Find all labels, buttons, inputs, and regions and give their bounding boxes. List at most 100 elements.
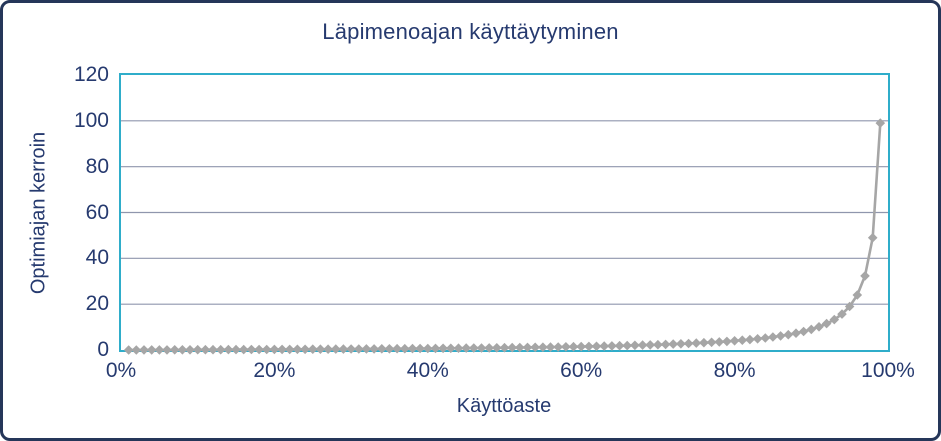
- data-point-marker: [637, 340, 648, 350]
- data-point-marker: [607, 341, 617, 351]
- data-point-marker: [630, 340, 640, 351]
- data-point-marker: [783, 329, 794, 340]
- data-point-marker: [123, 345, 134, 355]
- data-point-marker: [415, 343, 425, 354]
- x-axis-title: Käyttöaste: [456, 395, 552, 417]
- data-point-marker: [323, 344, 333, 354]
- data-point-marker: [699, 337, 709, 348]
- x-tick-label: 40%: [406, 359, 449, 382]
- y-tick-label: 40: [85, 246, 109, 270]
- data-point-marker: [676, 339, 686, 349]
- data-point-marker: [668, 339, 678, 349]
- data-point-marker: [461, 343, 471, 353]
- data-point-marker: [760, 333, 771, 343]
- data-point-marker: [384, 344, 395, 354]
- data-point-marker: [392, 343, 402, 354]
- data-point-marker: [829, 314, 840, 325]
- data-point-marker: [660, 339, 671, 350]
- data-point-marker: [852, 290, 863, 300]
- chart-title: Läpimenoajan käyttäytyminen: [322, 19, 619, 44]
- x-tick-label: 20%: [253, 359, 296, 382]
- data-point-marker: [284, 344, 295, 355]
- data-point-marker: [377, 344, 387, 354]
- data-point-marker: [338, 344, 349, 354]
- data-point-marker: [476, 343, 487, 353]
- y-tick-label: 80: [85, 154, 109, 178]
- data-point-marker: [246, 344, 257, 355]
- data-point-marker: [292, 344, 303, 355]
- data-point-marker: [530, 342, 540, 353]
- data-point-marker: [484, 343, 494, 353]
- data-point-marker: [300, 344, 310, 355]
- x-tick-label: 0%: [105, 359, 137, 382]
- data-point-marker: [423, 343, 433, 354]
- x-tick-label: 80%: [713, 359, 756, 382]
- data-point-marker: [208, 344, 218, 355]
- data-point-marker: [691, 338, 701, 348]
- data-point-marker: [331, 344, 341, 354]
- data-point-marker: [576, 341, 586, 352]
- data-point-marker: [561, 342, 571, 352]
- data-point-marker: [200, 344, 211, 355]
- data-point-marker: [400, 343, 410, 354]
- data-point-marker: [515, 342, 525, 353]
- data-point-marker: [369, 344, 379, 354]
- data-point-marker: [599, 341, 609, 351]
- data-point-marker: [867, 232, 878, 243]
- data-point-marker: [844, 301, 855, 312]
- data-point-marker: [775, 331, 786, 341]
- data-point-marker: [346, 344, 356, 354]
- data-point-marker: [553, 342, 563, 352]
- data-point-marker: [354, 344, 364, 354]
- data-point-marker: [315, 344, 326, 354]
- plot-area: [119, 73, 890, 355]
- data-point-marker: [507, 342, 517, 353]
- data-point-marker: [653, 339, 663, 350]
- data-point-marker: [499, 342, 510, 353]
- y-tick-label: 0: [97, 338, 109, 361]
- data-point-marker: [737, 335, 748, 345]
- data-point-marker: [806, 324, 817, 335]
- data-point-marker: [752, 334, 763, 344]
- data-point-marker: [223, 344, 234, 355]
- series-line: [128, 123, 882, 352]
- data-point-marker: [254, 344, 264, 355]
- data-point-marker: [446, 343, 456, 354]
- data-point-marker: [407, 343, 418, 354]
- data-point-marker: [492, 343, 502, 353]
- data-point-marker: [768, 332, 778, 342]
- data-point-marker: [645, 340, 655, 350]
- data-point-marker: [361, 344, 372, 354]
- data-point-marker: [231, 344, 241, 355]
- data-point-marker: [714, 337, 725, 347]
- data-point-marker: [538, 342, 548, 352]
- data-point-marker: [154, 345, 165, 355]
- data-point-marker: [469, 343, 479, 353]
- data-point-marker: [185, 345, 195, 355]
- data-point-marker: [438, 343, 448, 354]
- data-point-marker: [277, 344, 287, 355]
- data-point-marker: [798, 326, 809, 337]
- data-point-marker: [269, 344, 280, 355]
- data-point-marker: [453, 343, 464, 353]
- data-point-marker: [307, 344, 318, 354]
- data-point-marker: [814, 322, 824, 332]
- data-point-marker: [622, 340, 632, 351]
- data-point-marker: [722, 336, 732, 347]
- y-tick-label: 60: [85, 200, 109, 224]
- data-point-marker: [821, 318, 832, 329]
- data-point-marker: [791, 328, 801, 338]
- data-point-marker: [837, 309, 847, 319]
- data-point-marker: [430, 343, 441, 354]
- data-point-marker: [683, 338, 694, 349]
- data-point-marker: [162, 345, 172, 355]
- y-tick-label: 120: [73, 63, 109, 86]
- x-tick-label: 100%: [861, 359, 915, 382]
- data-point-marker: [875, 118, 886, 128]
- data-point-marker: [860, 271, 870, 281]
- data-point-marker: [584, 341, 594, 352]
- y-tick-label: 20: [85, 292, 109, 316]
- data-point-marker: [706, 337, 717, 348]
- data-point-marker: [614, 340, 625, 351]
